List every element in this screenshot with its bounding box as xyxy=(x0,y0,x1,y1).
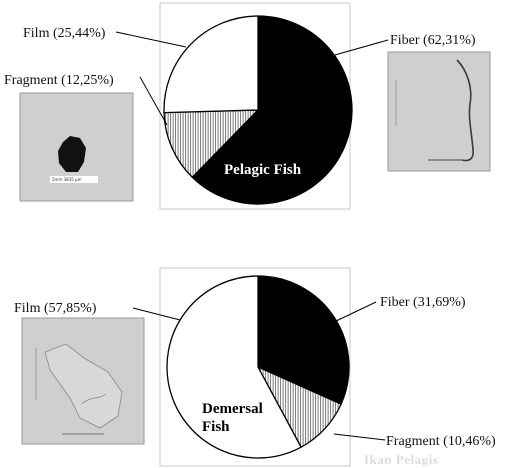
label-pelagic-fiber: Fiber (62,31%) xyxy=(390,33,476,48)
pelagic-pie xyxy=(163,15,353,205)
pelagic-slice-fiber xyxy=(191,15,353,205)
pelagic-slice-fragment xyxy=(163,109,260,179)
film-photo xyxy=(21,317,145,445)
fiber-strand-shape xyxy=(456,59,474,162)
leader-pelagic-fragment xyxy=(139,76,168,126)
demersal-title-line1: Demersal xyxy=(202,401,263,417)
leader-demersal-fiber xyxy=(333,301,377,323)
fragment-particle-shape xyxy=(58,136,86,172)
leader-pelagic-film xyxy=(115,31,187,48)
leader-demersal-film xyxy=(132,307,181,321)
fiber-photo xyxy=(387,51,491,172)
fragment-scale-text: 5mm 3835 µm xyxy=(52,177,82,182)
film-sheet-shape xyxy=(44,343,123,429)
label-demersal-fiber: Fiber (31,69%) xyxy=(380,295,466,310)
demersal-title-line2: Fish xyxy=(202,419,230,435)
label-demersal-film: Film (57,85%) xyxy=(14,301,97,316)
label-demersal-fragment: Fragment (10,46%) xyxy=(386,434,496,449)
demersal-slice-film xyxy=(166,275,302,459)
label-pelagic-film: Film (25,44%) xyxy=(23,26,106,41)
leader-pelagic-fiber xyxy=(309,39,389,63)
demersal-slice-fiber xyxy=(257,275,350,405)
demersal-pie xyxy=(166,275,350,459)
watermark: Ikan Pelagis xyxy=(364,452,438,467)
fragment-photo: 5mm 3835 µm xyxy=(19,92,134,202)
pelagic-slice-film xyxy=(163,15,259,114)
leader-demersal-fragment xyxy=(333,433,386,441)
pelagic-title: Pelagic Fish xyxy=(224,162,302,178)
label-pelagic-fragment: Fragment (12,25%) xyxy=(4,73,114,88)
demersal-title: Demersal Fish xyxy=(202,401,267,435)
